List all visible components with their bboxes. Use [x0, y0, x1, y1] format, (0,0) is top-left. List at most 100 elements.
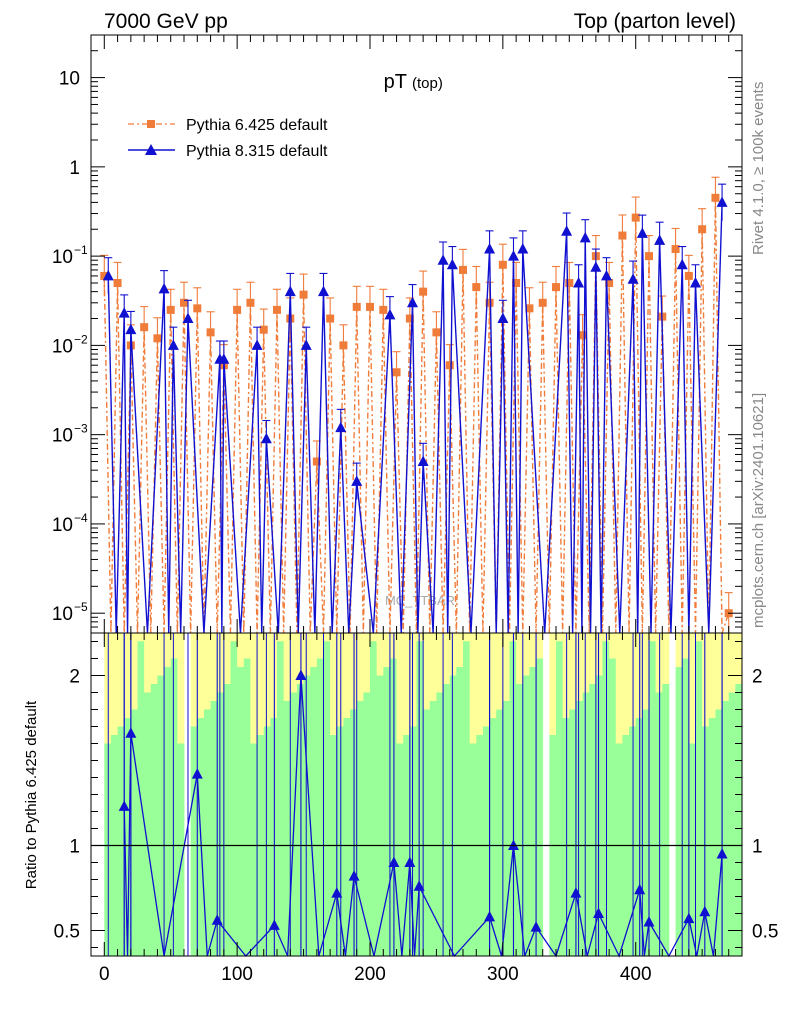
band-green — [383, 667, 391, 956]
data-point — [300, 339, 312, 350]
band-green — [489, 718, 497, 956]
series-pythia6 — [100, 176, 733, 634]
band-green — [237, 667, 245, 956]
data-point — [698, 225, 707, 234]
band-green — [130, 709, 138, 956]
x-tick-label: 100 — [221, 964, 253, 985]
data-point — [180, 298, 188, 307]
data-point — [312, 457, 321, 466]
data-point — [512, 278, 521, 287]
data-point — [392, 368, 401, 377]
x-tick-label: 0 — [99, 964, 110, 985]
ratio-tick-label: 1 — [752, 837, 763, 858]
band-green — [210, 701, 218, 956]
band-green — [496, 709, 504, 956]
y-tick-label: 10 — [52, 426, 73, 447]
band-green — [708, 718, 716, 956]
data-point — [405, 314, 414, 323]
data-point — [246, 298, 255, 307]
data-point — [507, 250, 519, 261]
data-point — [166, 305, 175, 314]
band-green — [316, 658, 324, 956]
band-yellow — [569, 633, 577, 710]
y-tick-exponent: −2 — [74, 332, 88, 346]
band-yellow — [223, 633, 231, 684]
band-green — [356, 701, 364, 956]
band-green — [409, 726, 417, 956]
ratio-point — [413, 880, 425, 891]
band-yellow — [356, 633, 364, 701]
data-point — [140, 323, 149, 332]
data-point — [218, 353, 230, 364]
data-point — [497, 312, 509, 324]
band-yellow — [363, 633, 371, 693]
band-yellow — [124, 633, 132, 718]
band-yellow — [516, 633, 524, 684]
band-green — [715, 709, 723, 956]
band-yellow — [582, 633, 590, 693]
band-yellow — [489, 633, 497, 718]
data-point — [366, 302, 374, 311]
band-yellow — [443, 633, 451, 684]
data-point — [484, 243, 496, 254]
band-yellow — [409, 633, 417, 727]
ratio-plot-panel: 0.5 0.5 1 1 2 2 0 100 200 300 400 Ratio to Pythia… — [23, 632, 778, 985]
data-point — [125, 323, 137, 335]
band-yellow — [403, 633, 411, 735]
data-point — [716, 196, 728, 207]
header-left: 7000 GeV pp — [104, 10, 228, 33]
data-point — [472, 283, 481, 292]
band-yellow — [502, 633, 510, 701]
data-point — [417, 455, 429, 467]
data-point — [517, 243, 529, 254]
band-green — [170, 658, 178, 956]
ratio-y-axis: 0.5 0.5 1 1 2 2 — [54, 641, 778, 948]
data-point — [339, 341, 348, 350]
band-green — [217, 692, 225, 956]
ratio-tick-label: 2 — [752, 667, 763, 688]
band-yellow — [522, 633, 530, 676]
data-point — [654, 234, 666, 245]
ratio-point — [191, 768, 203, 779]
legend-entry-pythia6: Pythia 6.425 default — [128, 117, 328, 134]
band-yellow — [157, 633, 165, 676]
band-yellow — [536, 633, 544, 659]
data-point — [684, 271, 693, 280]
band-green — [370, 641, 378, 684]
band-green — [323, 641, 331, 744]
band-green — [150, 684, 158, 956]
band-yellow — [283, 633, 291, 701]
band-yellow — [715, 633, 723, 710]
band-green — [675, 667, 683, 956]
data-point — [645, 252, 653, 261]
band-green — [649, 641, 657, 701]
band-yellow — [310, 633, 318, 667]
data-point — [100, 271, 109, 280]
band-yellow — [469, 633, 477, 744]
y-tick-label: 1 — [69, 158, 80, 179]
band-yellow — [144, 633, 152, 693]
ratio-series-pythia8 — [107, 633, 728, 958]
data-point — [485, 298, 494, 307]
band-green — [230, 641, 238, 676]
band-green — [682, 658, 690, 956]
band-yellow — [702, 633, 710, 727]
band-green — [536, 658, 544, 956]
band-yellow — [197, 633, 205, 718]
band-green — [575, 701, 583, 956]
main-x-ticks — [103, 35, 743, 633]
band-green — [482, 726, 490, 956]
band-green — [283, 701, 291, 956]
band-yellow — [449, 633, 457, 676]
band-yellow — [549, 633, 557, 735]
y-tick-label: 10 — [52, 515, 73, 536]
band-green — [449, 675, 457, 956]
data-point — [690, 276, 701, 288]
x-tick-label: 200 — [354, 964, 386, 985]
band-yellow — [396, 633, 404, 744]
band-yellow — [250, 633, 258, 744]
y-tick-label: 10 — [52, 604, 73, 625]
band-green — [649, 701, 657, 956]
data-point — [459, 265, 467, 274]
plot-title-sub: (top) — [412, 75, 443, 92]
